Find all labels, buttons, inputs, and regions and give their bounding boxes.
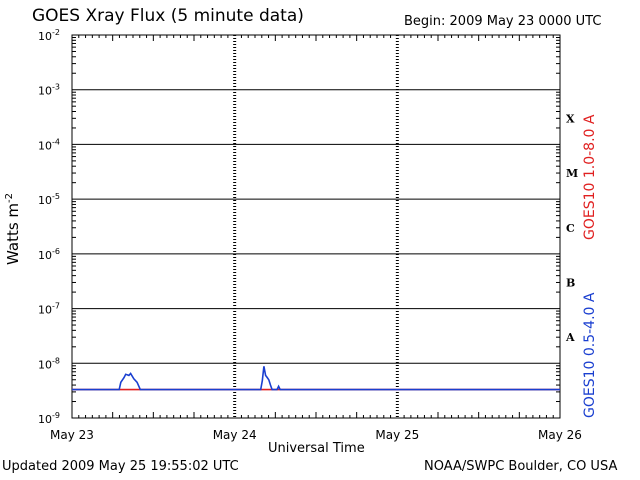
series-line-goes10-short: [72, 366, 560, 391]
flare-class-label: C: [566, 222, 575, 235]
y-tick-base: 10: [38, 30, 52, 43]
y-tick-label: 10-9: [38, 411, 60, 426]
y-tick-label: 10-3: [38, 83, 60, 98]
y-tick-base: 10: [38, 85, 52, 98]
plot-frame: [71, 34, 561, 419]
y-tick-label: 10-8: [38, 356, 60, 371]
flare-class-label: A: [565, 331, 575, 344]
flare-class-label: B: [566, 276, 575, 289]
chart-title: GOES Xray Flux (5 minute data): [32, 6, 304, 26]
begin-time: Begin: 2009 May 23 0000 UTC: [404, 14, 602, 29]
y-tick-exponent: -7: [52, 302, 60, 311]
y-tick-label: 10-7: [38, 302, 60, 317]
y-tick-exponent: -6: [52, 247, 60, 256]
y-tick-base: 10: [38, 249, 52, 262]
y-tick-exponent: -9: [52, 411, 60, 420]
y-tick-label: 10-4: [38, 137, 60, 152]
y-tick-label: 10-2: [38, 28, 60, 43]
x-tick-label: May 24: [213, 428, 257, 442]
y-tick-base: 10: [38, 304, 52, 317]
y-tick-label: 10-5: [38, 192, 60, 207]
y-tick-base: 10: [38, 413, 52, 426]
y-tick-base: 10: [38, 139, 52, 152]
y-tick-exponent: -4: [52, 137, 60, 146]
flare-class-label: X: [566, 112, 575, 125]
credit-text: NOAA/SWPC Boulder, CO USA: [424, 459, 618, 474]
y-tick-exponent: -5: [52, 192, 60, 201]
flare-class-label: M: [566, 167, 578, 180]
y-tick-base: 10: [38, 194, 52, 207]
updated-timestamp: Updated 2009 May 25 19:55:02 UTC: [2, 459, 239, 474]
y-tick-exponent: -8: [52, 356, 60, 365]
y-tick-base: 10: [38, 358, 52, 371]
x-tick-label: May 23: [50, 428, 94, 442]
y-tick-exponent: -3: [52, 83, 60, 92]
y-tick-label: 10-6: [38, 247, 60, 262]
y-tick-exponent: -2: [52, 28, 60, 37]
x-axis-label: Universal Time: [268, 441, 365, 456]
x-tick-label: May 25: [375, 428, 419, 442]
x-tick-label: May 26: [538, 428, 582, 442]
